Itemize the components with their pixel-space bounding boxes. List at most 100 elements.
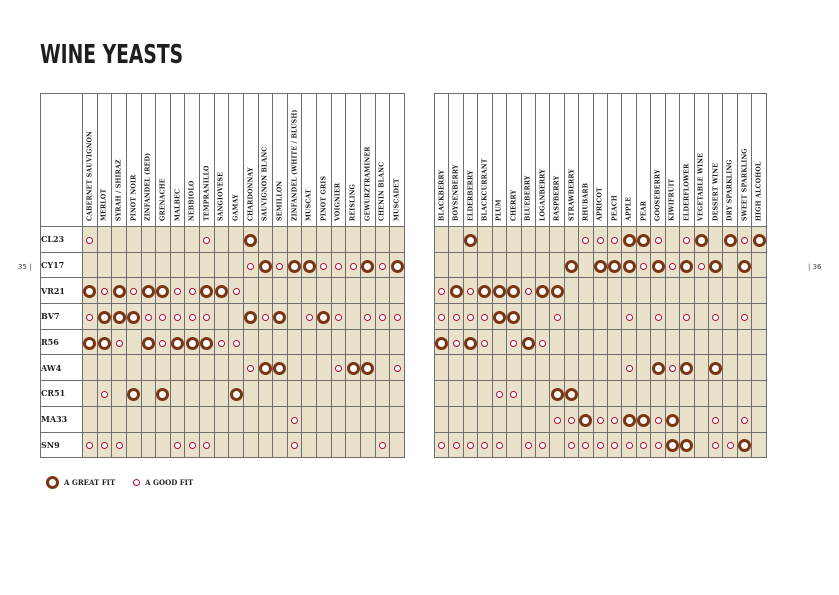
great-fit-icon <box>565 259 578 273</box>
fit-cell <box>155 277 171 305</box>
good-fit-icon <box>115 442 123 450</box>
fit-cell <box>722 328 738 356</box>
fit-cell <box>491 226 508 253</box>
fit-cell <box>228 405 244 433</box>
fit-cell <box>563 226 580 253</box>
fit-cell <box>650 226 666 253</box>
great-fit-icon <box>464 336 478 350</box>
good-fit-icon <box>378 262 386 270</box>
fit-cell <box>374 303 391 330</box>
good-fit-icon <box>582 236 590 244</box>
fit-cell <box>563 431 580 459</box>
fit-cell <box>389 328 405 356</box>
great-fit-icon <box>550 285 564 299</box>
good-fit-icon <box>481 313 489 321</box>
fit-cell <box>374 431 391 459</box>
fit-cell <box>169 328 186 356</box>
fit-cell <box>751 354 767 382</box>
fit-cell <box>448 226 464 253</box>
row-label: CY17 <box>40 251 83 279</box>
fit-cell <box>199 303 215 330</box>
column-header-label: CHENIN BLANC <box>378 161 386 221</box>
fit-cell <box>635 303 652 330</box>
fit-cell <box>213 354 230 382</box>
column-header: LOGANBERRY <box>534 93 551 227</box>
fit-cell <box>462 354 479 382</box>
good-fit-icon <box>524 288 532 296</box>
fit-cell <box>272 251 288 279</box>
great-fit-icon <box>622 233 636 247</box>
table-row <box>433 251 767 279</box>
fit-cell <box>155 251 171 279</box>
fit-cell <box>213 226 230 253</box>
fit-cell <box>389 303 405 330</box>
fit-cell <box>751 226 767 253</box>
great-fit-icon <box>449 285 463 299</box>
fit-cell <box>359 354 376 382</box>
fit-cell <box>96 303 113 330</box>
fit-cell <box>650 431 666 459</box>
great-fit-icon <box>651 362 665 376</box>
fit-cell <box>549 277 565 305</box>
column-header-label: GOOSEBERRY <box>654 169 662 221</box>
fit-cell <box>82 328 98 356</box>
fit-cell <box>607 431 623 459</box>
good-fit-icon <box>668 365 676 373</box>
good-fit-icon <box>291 416 299 424</box>
good-fit-icon <box>712 313 720 321</box>
column-header-label: CHARDONNAY <box>247 167 255 221</box>
fit-cell <box>374 277 391 305</box>
fit-cell <box>621 277 637 305</box>
fit-cell <box>213 380 230 407</box>
good-fit-icon <box>159 339 167 347</box>
good-fit-icon <box>510 390 518 398</box>
fit-cell <box>722 277 738 305</box>
fit-cell <box>506 328 522 356</box>
fit-cell <box>477 277 493 305</box>
fit-cell <box>389 251 405 279</box>
fit-cell <box>125 328 142 356</box>
great-fit-icon <box>214 285 228 299</box>
good-fit-icon <box>174 288 182 296</box>
column-header-label: SAUVIGNON BLANC <box>261 146 269 221</box>
good-fit-icon <box>539 339 547 347</box>
fit-cell <box>330 303 347 330</box>
column-header: SWEET SPARKLING <box>736 93 753 227</box>
fit-cell <box>650 277 666 305</box>
fit-cell <box>125 226 142 253</box>
fit-cell <box>316 354 332 382</box>
great-fit-icon <box>665 413 679 427</box>
fit-cell <box>592 328 609 356</box>
fit-cell <box>635 405 652 433</box>
good-fit-icon <box>247 262 255 270</box>
fit-cell <box>722 380 738 407</box>
great-fit-icon <box>680 259 694 273</box>
fit-cell <box>286 277 303 305</box>
fit-cell <box>751 380 767 407</box>
great-fit-icon <box>244 310 258 324</box>
fit-cell <box>272 303 288 330</box>
row-label: AW4 <box>40 354 83 382</box>
fit-cell <box>111 226 127 253</box>
fit-cell <box>693 431 710 459</box>
column-header: NEBBIOLO <box>184 93 200 227</box>
good-fit-icon <box>393 313 401 321</box>
fit-cell <box>578 328 594 356</box>
fit-cell <box>679 251 695 279</box>
great-fit-icon <box>83 285 97 299</box>
fit-cell <box>491 431 508 459</box>
fit-cell <box>448 431 464 459</box>
fit-cell <box>228 431 244 459</box>
fit-cell <box>433 226 450 253</box>
good-fit-icon <box>378 442 386 450</box>
row-label: R56 <box>40 328 83 356</box>
fit-cell <box>549 380 565 407</box>
fit-cell <box>359 405 376 433</box>
good-fit-icon <box>86 442 94 450</box>
fit-cell <box>621 354 637 382</box>
corner-cell <box>40 93 83 227</box>
fit-cell <box>491 251 508 279</box>
fit-cell <box>477 380 493 407</box>
fit-cell <box>301 431 317 459</box>
fit-cell <box>286 328 303 356</box>
